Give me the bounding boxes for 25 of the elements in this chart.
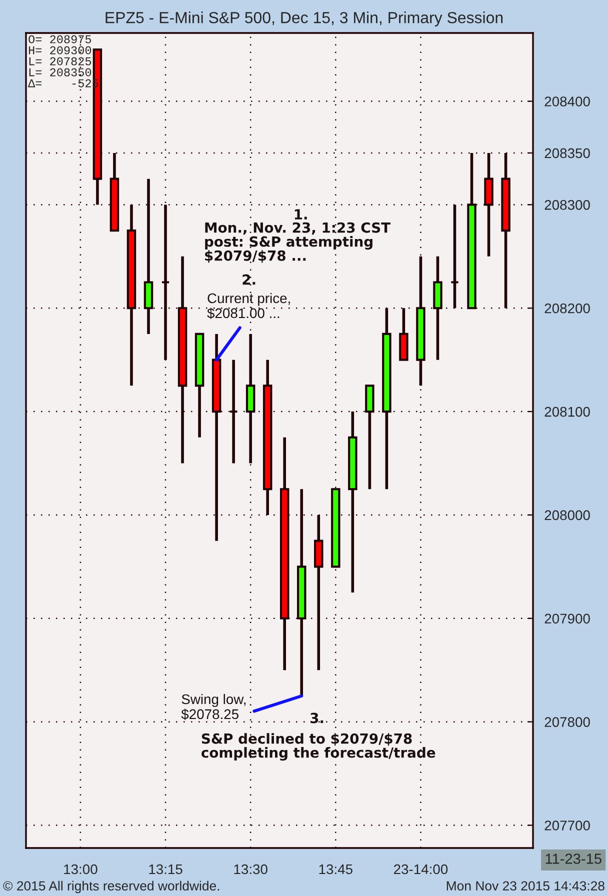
text: Mon Nov 23 2015 14:43:28 [446,881,604,891]
annotation: S&P declined to $2079/$78 completing the forecast/trade [202,733,436,761]
y-tick-label: 208000 [544,510,590,520]
chart-title: EPZ5 - E-Mini S&P 500, Dec 15, 3 Min, Primary Session [106,12,503,26]
annotation: 3. [310,712,324,724]
x-tick-label: 13:45 [319,864,352,874]
y-tick-label: 207900 [544,614,590,624]
x-tick-label: 13:15 [149,864,182,874]
text: 11-23-15 [546,854,602,864]
annotation: Mon., Nov. 23, 1:23 CST post: S&P attempting $2079/$78 ... [205,222,390,263]
text: © 2015 All rights reserved worldwide. [3,880,220,894]
y-tick-label: 207700 [544,820,590,830]
annotation: 2. [242,274,256,285]
annotation: 1. [294,209,307,220]
x-tick-label: 23-14:00 [394,864,448,874]
y-tick-label: 208350 [544,148,590,158]
y-tick-label: 208200 [544,303,590,314]
y-tick-label: 208400 [544,96,590,106]
y-tick-label: 208100 [544,406,590,417]
y-tick-label: 208300 [544,200,590,210]
x-tick-label: 13:00 [64,864,98,874]
y-tick-label: 207800 [544,717,590,727]
annotation: Swing low, $2078.25 [181,694,246,720]
x-tick-label: 13:30 [234,864,268,874]
annotation: Current price, $2081.00 ... [207,292,290,319]
